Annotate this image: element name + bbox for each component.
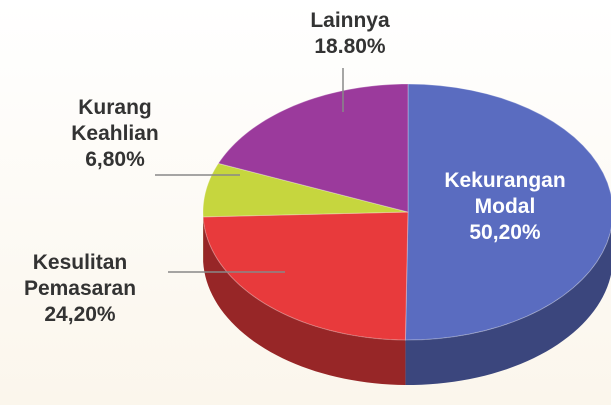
slice-label: Kekurangan Modal 50,20% [420, 168, 590, 246]
slice-label: Kesulitan Pemasaran 24,20% [0, 250, 160, 328]
value-label: 18.80% [314, 35, 386, 58]
category-label: Kekurangan Modal [444, 169, 566, 218]
value-label: 6,80% [85, 148, 145, 171]
value-label: 24,20% [44, 303, 116, 326]
slice [217, 83, 409, 213]
slice [404, 83, 611, 341]
slice-side [203, 216, 406, 385]
category-label: Kesulitan Pemasaran [23, 251, 137, 300]
category-label: Kurang Keahlian [71, 96, 159, 145]
category-label: Lainnya [310, 9, 390, 32]
slice [202, 211, 409, 341]
value-label: 50,20% [469, 221, 541, 244]
slice [202, 162, 409, 218]
slice-side [405, 229, 611, 385]
slice-label: Lainnya 18.80% [290, 8, 410, 60]
slice-label: Kurang Keahlian 6,80% [40, 95, 190, 173]
